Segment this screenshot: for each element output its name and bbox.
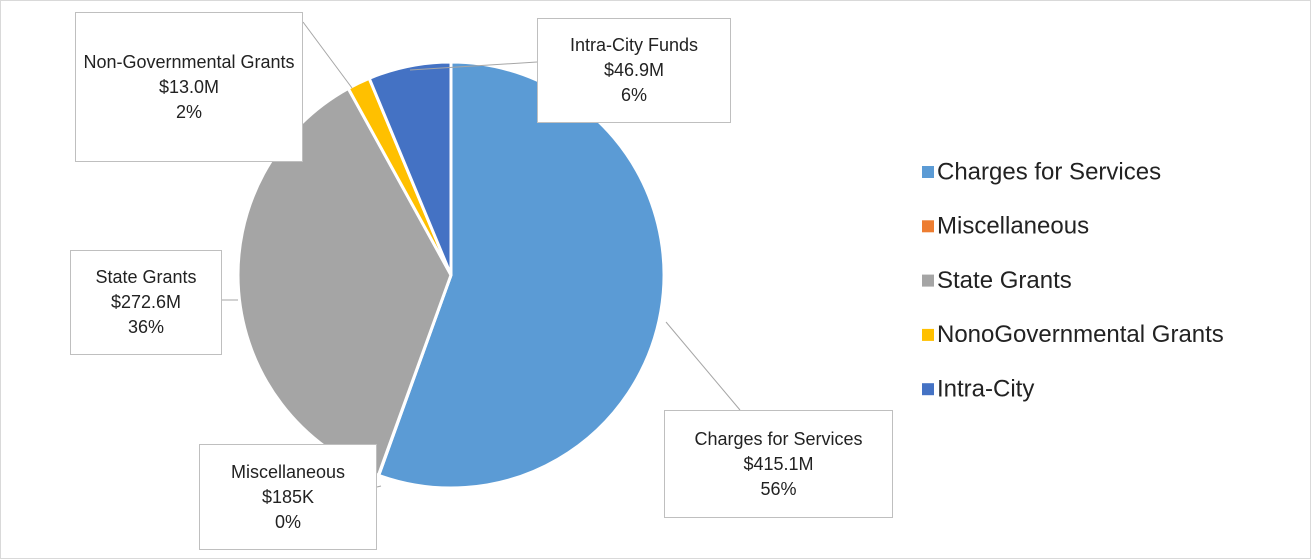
legend-swatch bbox=[922, 383, 934, 396]
legend-swatch bbox=[922, 274, 934, 287]
callout-value: $415.1M bbox=[743, 453, 814, 474]
callout-value: $272.6M bbox=[110, 292, 182, 312]
legend-swatch bbox=[922, 220, 934, 233]
leader-line bbox=[302, 21, 353, 89]
legend-label: Intra-City bbox=[937, 376, 1034, 403]
legend-swatch bbox=[922, 328, 934, 341]
callout-name: Miscellaneous bbox=[230, 461, 346, 482]
legend-label: Miscellaneous bbox=[937, 213, 1089, 240]
callout-name: Intra-City Funds bbox=[569, 35, 699, 55]
callout-percent: 0% bbox=[274, 511, 301, 532]
callout-name: Charges for Services bbox=[694, 428, 863, 449]
callout-percent: 6% bbox=[620, 85, 647, 105]
leader-line bbox=[409, 61, 538, 71]
callout-value: $46.9M bbox=[603, 60, 665, 80]
data-callout: Non-Governmental Grants $13.0M 2% bbox=[75, 12, 303, 162]
callout-percent: 2% bbox=[175, 101, 202, 122]
legend-label: State Grants bbox=[937, 267, 1072, 294]
callout-name: State Grants bbox=[95, 267, 197, 287]
callout-value: $185K bbox=[261, 486, 315, 507]
callout-percent: 36% bbox=[127, 317, 165, 337]
data-callout: Charges for Services $415.1M 56% bbox=[664, 410, 893, 518]
pie-slice bbox=[367, 60, 453, 276]
legend-label: NonoGovernmental Grants bbox=[937, 321, 1224, 348]
callout-percent: 56% bbox=[760, 478, 797, 499]
legend-label: Charges for Services bbox=[937, 158, 1161, 185]
callout-name: Non-Governmental Grants bbox=[83, 51, 295, 72]
leader-line bbox=[376, 485, 382, 488]
legend-swatch bbox=[922, 166, 934, 178]
leader-line bbox=[665, 321, 741, 411]
data-callout: Miscellaneous $185K 0% bbox=[199, 444, 377, 550]
data-callout: State Grants $272.6M 36% bbox=[70, 250, 222, 355]
data-callout: Intra-City Funds $46.9M 6% bbox=[537, 18, 731, 123]
callout-value: $13.0M bbox=[158, 76, 220, 97]
